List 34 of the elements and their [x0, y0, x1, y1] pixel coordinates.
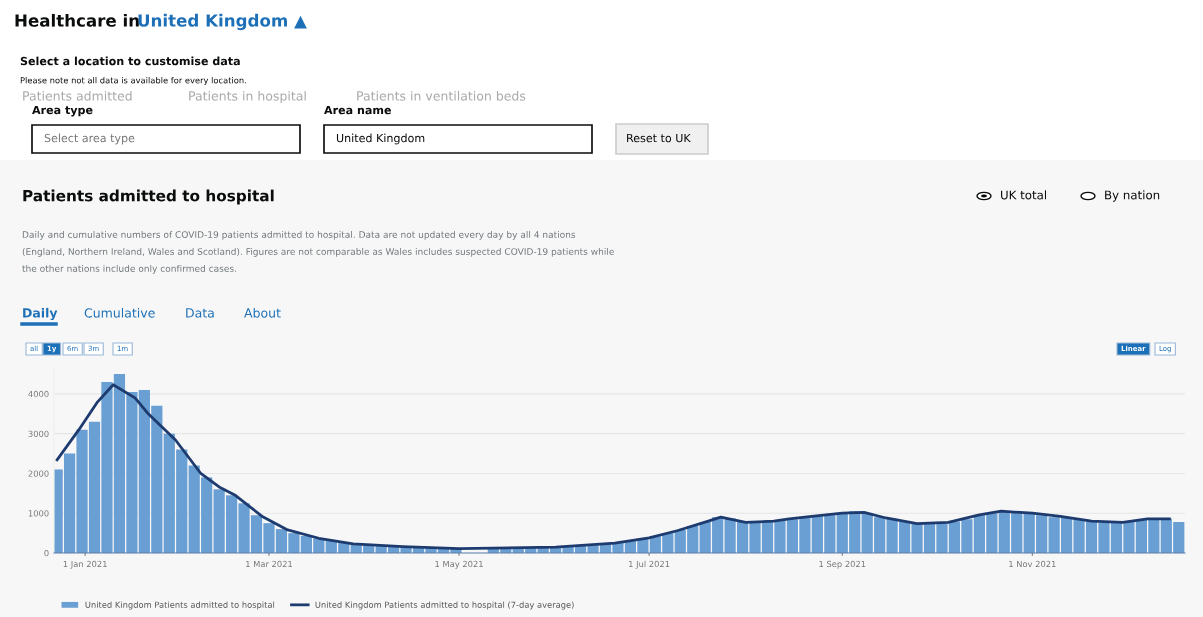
x-tick-label: 1 Jan 2021: [63, 560, 107, 569]
x-tick-label: 1 Mar 2021: [246, 560, 292, 568]
text: By nation: [1105, 190, 1160, 202]
x-tick-label: 1 May 2021: [435, 560, 483, 569]
text: United Kingdom: [336, 133, 425, 145]
text: Cumulative: [84, 307, 155, 318]
y-tick-label: 3000: [28, 430, 49, 437]
y-tick-label: 1000: [28, 510, 49, 517]
chart-title: Patients admitted to hospital: [23, 189, 274, 205]
x-tick-label: 1 Jul 2021: [629, 560, 670, 569]
text: Patients in ventilation beds: [357, 90, 526, 101]
text: Healthcare in: [15, 13, 139, 27]
text: Area type: [32, 105, 93, 117]
x-tick-label: 1 Nov 2021: [1009, 560, 1056, 568]
text: UK total: [1001, 190, 1047, 200]
text: Area name: [324, 105, 391, 115]
text: Daily: [23, 307, 58, 321]
x-tick-label: 1 Sep 2021: [819, 560, 866, 569]
text: Data: [186, 308, 214, 318]
text: Reset to UK: [627, 133, 691, 143]
text: Patients in hospital: [189, 90, 306, 104]
text: United Kingdom ▲: [138, 13, 307, 31]
legend-label: United Kingdom Patients admitted to hospital (7-day average): [315, 601, 574, 610]
text: Select area type: [44, 133, 135, 145]
y-tick-label: 4000: [28, 390, 49, 398]
y-tick-label: 2000: [28, 470, 49, 477]
chart-subtitle: Daily and cumulative numbers of COVID-19 patients admitted to hospital. Data are not updated every day by all 4 nations (England, Northern Ireland, Wales and Scotland). Figures are not comparable as Wales includes suspected COVID-19 patients while the other nations include only confirmed cases.: [22, 231, 614, 274]
text: Select a location to customise data: [20, 56, 240, 66]
text: Patients admitted: [23, 90, 132, 101]
text: Please note not all data is available for every location.: [20, 76, 246, 86]
legend-label: United Kingdom Patients admitted to hospital: [85, 601, 275, 610]
line-series: [55, 383, 1171, 551]
text: About: [244, 307, 281, 318]
y-tick-label: 0: [44, 549, 49, 557]
